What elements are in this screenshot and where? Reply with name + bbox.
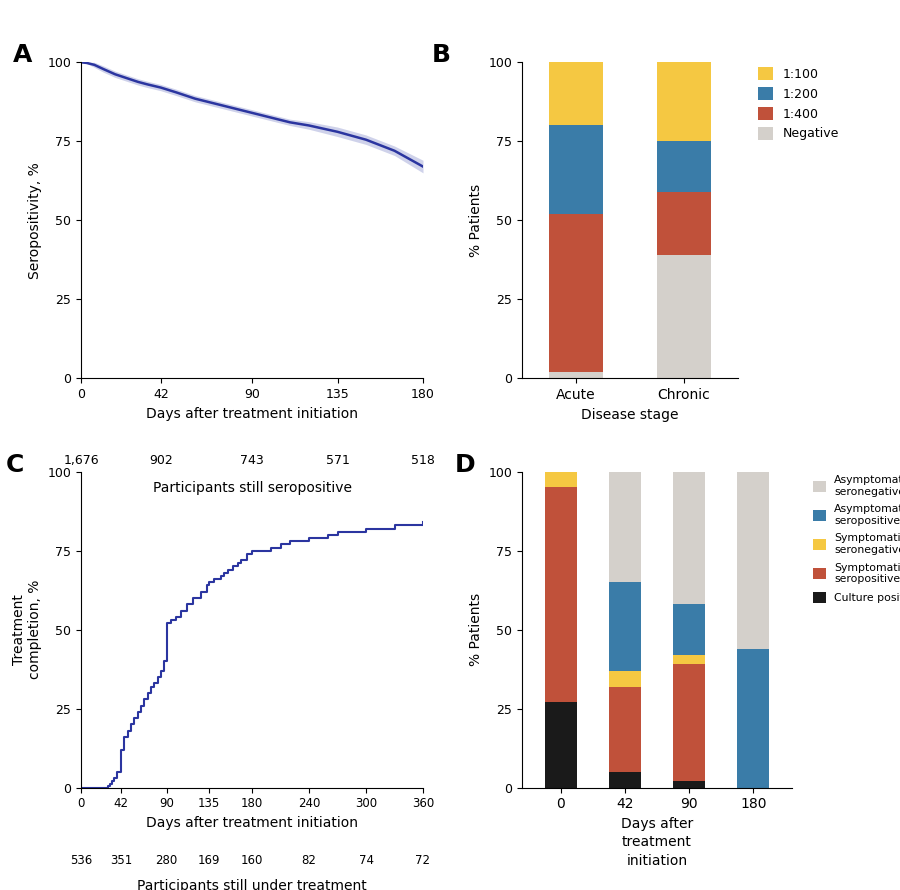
- Text: 743: 743: [240, 454, 264, 467]
- Bar: [549, 62, 603, 125]
- Bar: [673, 655, 706, 665]
- Text: 351: 351: [110, 854, 132, 868]
- X-axis label: Days after treatment initiation: Days after treatment initiation: [146, 816, 358, 830]
- Bar: [608, 582, 641, 671]
- Text: 571: 571: [326, 454, 349, 467]
- Legend: 1:100, 1:200, 1:400, Negative: 1:100, 1:200, 1:400, Negative: [753, 62, 844, 145]
- Y-axis label: % Patients: % Patients: [469, 183, 482, 257]
- Bar: [608, 472, 641, 582]
- Text: Participants still seropositive: Participants still seropositive: [152, 481, 352, 495]
- Text: C: C: [5, 453, 24, 477]
- Text: A: A: [13, 44, 32, 68]
- Bar: [549, 372, 603, 378]
- Text: 72: 72: [416, 854, 430, 868]
- Bar: [608, 671, 641, 686]
- Bar: [673, 604, 706, 655]
- Bar: [608, 686, 641, 772]
- Text: 518: 518: [411, 454, 435, 467]
- Bar: [673, 665, 706, 781]
- Bar: [549, 214, 603, 372]
- Text: 82: 82: [302, 854, 317, 868]
- Text: D: D: [454, 453, 475, 477]
- Text: 169: 169: [198, 854, 220, 868]
- Text: 902: 902: [148, 454, 173, 467]
- Text: 280: 280: [156, 854, 177, 868]
- Bar: [657, 255, 711, 378]
- X-axis label: Disease stage: Disease stage: [581, 408, 679, 422]
- Y-axis label: Seropositivity, %: Seropositivity, %: [28, 162, 41, 279]
- Text: B: B: [431, 44, 450, 68]
- Text: 160: 160: [241, 854, 263, 868]
- Bar: [657, 192, 711, 255]
- Bar: [737, 472, 769, 649]
- Legend: Asymptomatic,
seronegative, Asymptomatic,
seropositive, Symptomatic,
seronegativ: Asymptomatic, seronegative, Asymptomatic…: [808, 471, 900, 607]
- Bar: [544, 488, 577, 702]
- Bar: [737, 649, 769, 788]
- Bar: [673, 472, 706, 604]
- Y-axis label: Treatment
completion, %: Treatment completion, %: [12, 580, 41, 679]
- Bar: [657, 62, 711, 142]
- X-axis label: Days after treatment initiation: Days after treatment initiation: [146, 407, 358, 421]
- Bar: [549, 125, 603, 214]
- Bar: [544, 472, 577, 488]
- Bar: [657, 142, 711, 192]
- Text: 1,676: 1,676: [63, 454, 99, 467]
- Bar: [673, 781, 706, 788]
- Text: Participants still under treatment: Participants still under treatment: [137, 879, 367, 890]
- Bar: [544, 702, 577, 788]
- Bar: [608, 772, 641, 788]
- Text: 74: 74: [358, 854, 374, 868]
- Y-axis label: % Patients: % Patients: [469, 593, 482, 667]
- X-axis label: Days after
treatment
initiation: Days after treatment initiation: [621, 817, 693, 868]
- Text: 536: 536: [70, 854, 92, 868]
